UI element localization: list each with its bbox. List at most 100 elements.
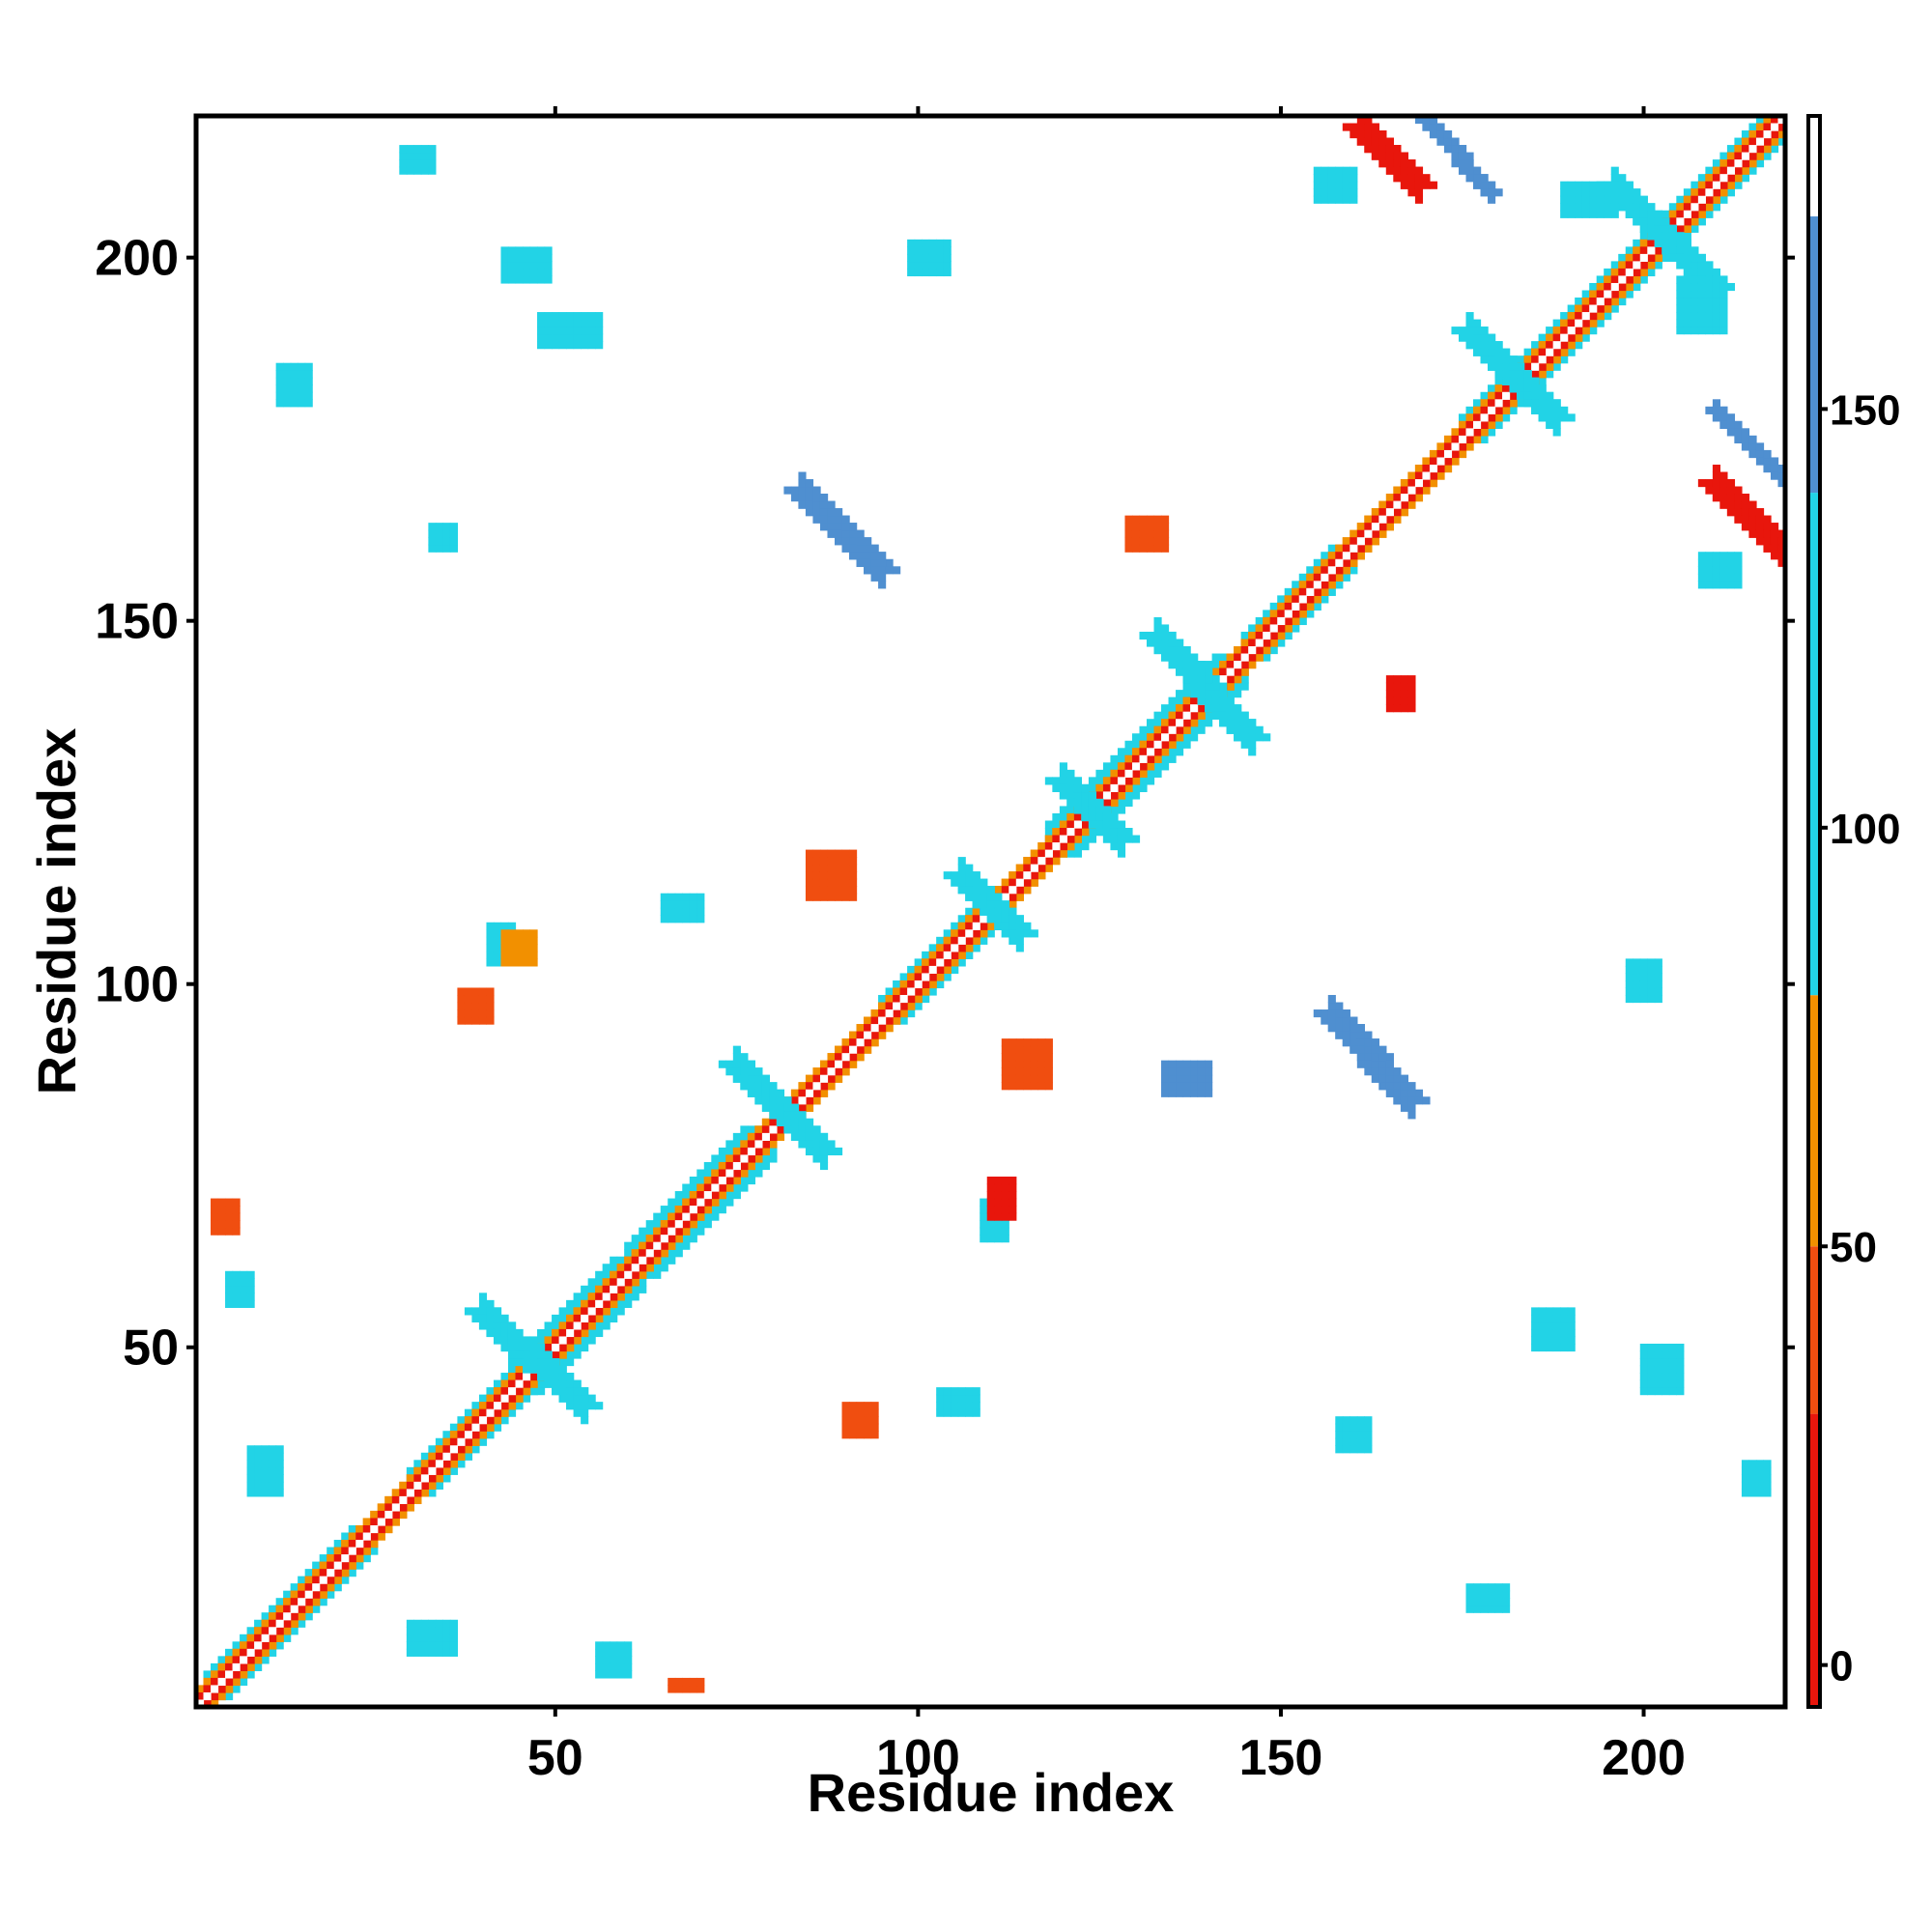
heatmap-cell (725, 1198, 734, 1207)
heatmap-cell (449, 1452, 459, 1461)
heatmap-cell (1356, 552, 1365, 560)
heatmap-cell (769, 1132, 778, 1141)
heatmap-cell (348, 1561, 356, 1570)
heatmap-cell (1610, 261, 1619, 270)
heatmap-cell (1117, 791, 1126, 800)
heatmap-cell (1393, 166, 1402, 175)
heatmap-cell (1182, 733, 1191, 742)
heatmap-cell (740, 1082, 749, 1091)
heatmap-cell (428, 1474, 437, 1483)
heatmap-cell (624, 1299, 633, 1308)
heatmap-cell (377, 1532, 385, 1541)
heatmap-cell (660, 1206, 668, 1214)
heatmap-cell (986, 929, 995, 938)
heatmap-cell (1182, 690, 1191, 698)
heatmap-cell (1465, 406, 1474, 414)
heatmap-cell (1059, 842, 1067, 851)
heatmap-cell (957, 951, 966, 959)
heatmap-cell (1777, 137, 1786, 146)
heatmap-cell (1350, 529, 1358, 538)
heatmap-cell (1465, 174, 1474, 183)
heatmap-cell (1364, 130, 1373, 139)
heatmap-cell (1683, 195, 1691, 204)
heatmap-cell (610, 1278, 618, 1287)
heatmap-cell (413, 1489, 422, 1497)
heatmap-cell (668, 1198, 676, 1207)
heatmap-cell (951, 929, 959, 938)
heatmap-cell (1131, 754, 1141, 763)
heatmap-cell (1777, 471, 1786, 480)
heatmap-cell (1240, 631, 1249, 640)
heatmap-cell (878, 1016, 887, 1025)
heatmap-cell (1095, 777, 1104, 785)
heatmap-cell (1451, 435, 1460, 444)
heatmap-cell (885, 1024, 894, 1033)
heatmap-cell (1298, 587, 1307, 596)
heatmap-cell (348, 1524, 356, 1534)
heatmap-cell (1168, 711, 1177, 720)
heatmap-cell (878, 552, 887, 560)
heatmap-cell (870, 558, 879, 567)
heatmap-cell (1654, 246, 1662, 255)
heatmap-cell (1009, 886, 1017, 895)
heatmap-cell (1356, 1024, 1365, 1033)
heatmap-cell (1480, 435, 1489, 444)
heatmap-cell (1153, 748, 1162, 756)
heatmap-cell (1458, 145, 1467, 154)
heatmap-cell (1284, 587, 1293, 596)
heatmap-cell (1610, 298, 1619, 306)
heatmap-cell (537, 1328, 546, 1338)
heatmap-cell (1073, 820, 1082, 829)
heatmap-cell (639, 1256, 647, 1264)
heatmap-cell (552, 1350, 560, 1359)
heatmap-cell (1712, 159, 1720, 168)
heatmap-cell (1161, 740, 1170, 749)
heatmap-cell (1263, 631, 1271, 640)
heatmap-cell (1124, 798, 1133, 808)
heatmap-cell (1604, 282, 1612, 292)
heatmap-cell (639, 1278, 647, 1287)
heatmap-cell (1139, 754, 1148, 763)
heatmap-cell (1350, 1031, 1358, 1039)
heatmap-cell (1538, 348, 1547, 356)
heatmap-cell (1298, 581, 1307, 589)
heatmap-cell (1356, 116, 1365, 125)
heatmap-cell (1059, 812, 1067, 822)
heatmap-cell (1371, 523, 1379, 531)
heatmap-cell (1321, 558, 1329, 567)
heatmap-cell (835, 523, 843, 531)
heatmap-cell (849, 529, 858, 538)
heatmap-cell (1306, 566, 1315, 575)
heatmap-cell (1726, 486, 1736, 495)
heatmap-cell (1364, 116, 1373, 125)
heatmap-cell (413, 1466, 422, 1475)
heatmap-cell (1371, 123, 1379, 131)
heatmap-cell (1755, 145, 1765, 154)
heatmap-cell (732, 1140, 741, 1149)
heatmap-cell (943, 936, 952, 945)
heatmap-cell (435, 1445, 443, 1454)
heatmap-cell (1567, 333, 1576, 342)
heatmap-cell (856, 1038, 865, 1047)
heatmap-cell (849, 1038, 858, 1047)
heatmap-cell (1356, 1038, 1365, 1047)
heatmap-cell (936, 973, 945, 981)
heatmap-cell (1335, 1009, 1344, 1018)
heatmap-cell (1066, 835, 1075, 843)
heatmap-cell (674, 1249, 683, 1258)
heatmap-cell (835, 1074, 843, 1083)
heatmap-cell (893, 1009, 901, 1018)
heatmap-cell (1734, 174, 1743, 183)
heatmap-cell (1763, 152, 1772, 160)
heatmap-cell (907, 987, 916, 996)
heatmap-cell (1211, 653, 1220, 662)
heatmap-cell (849, 1060, 858, 1068)
heatmap-cell (1741, 428, 1750, 437)
heatmap-cell (573, 1350, 582, 1359)
heatmap-cell (1385, 523, 1394, 531)
heatmap-cell (790, 1089, 800, 1097)
heatmap-cell (1575, 341, 1583, 350)
heatmap-cell (1263, 616, 1271, 626)
heatmap-cell (1385, 1053, 1394, 1062)
heatmap-cell (1147, 754, 1155, 763)
